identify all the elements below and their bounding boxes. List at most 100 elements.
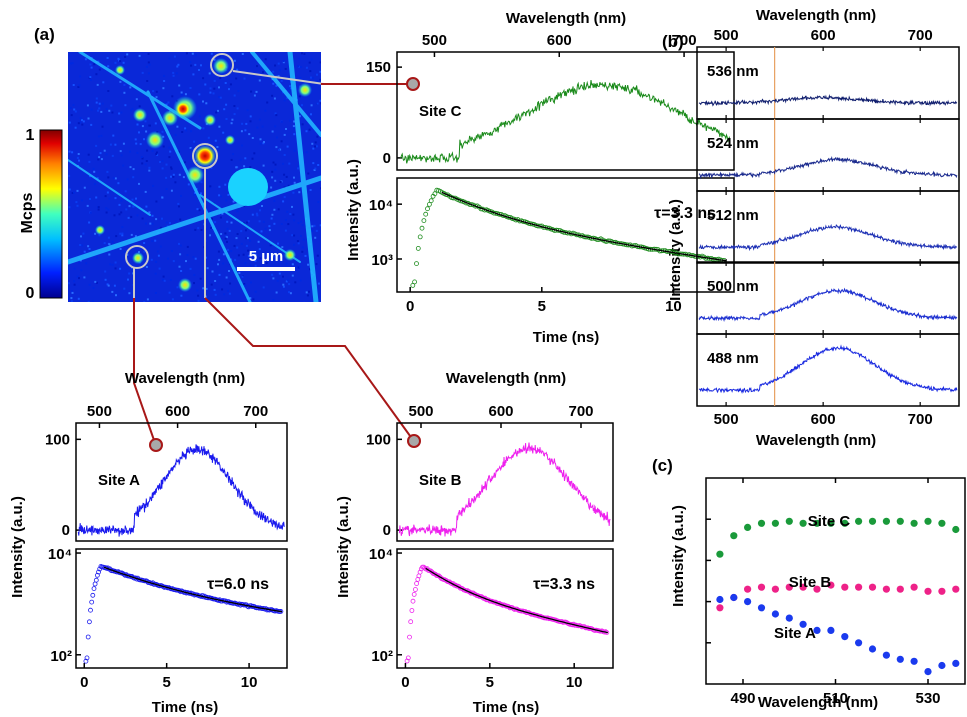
siteB-decay-ytick-label: 10² [371,648,393,665]
dependence-point [841,633,849,641]
dependence-point [855,517,863,525]
site-markers [125,53,325,298]
excitation-series-label: 500 nm [707,278,759,295]
siteB-spectrum-site-label: Site B [419,472,462,489]
panel-c-label: (c) [652,456,673,475]
dependence-point [952,585,960,593]
panel-b-label: (b) [662,32,684,51]
dependence-point [785,517,793,525]
dependence-point [924,587,932,595]
dependence-xtick-label: 490 [730,690,755,707]
dependence-point [938,519,946,527]
siteA-decay-data-point [89,599,95,605]
excitation-bottom-tick-label: 600 [811,411,836,428]
siteC-intensity-title: Intensity (a.u.) [345,159,362,261]
siteA-decay-data-point [92,581,98,587]
siteC-decay-data-point [423,211,429,217]
siteA-decay-data-point [93,577,99,583]
dependence-xtick-label: 530 [915,690,940,707]
dependence-point [716,550,724,558]
siteA-spectrum-site-label: Site A [98,472,140,489]
siteB-spectrum-ytick-label: 0 [383,522,391,539]
panel-a-label: (a) [34,25,55,44]
siteB-spectrum-xtick-label: 700 [568,403,593,420]
siteA-decay-frame [75,548,288,669]
siteB-decay-data-point [414,581,420,586]
dependence-point [757,604,766,612]
siteA-decay-xtick-label: 0 [80,674,88,691]
dependence-point [910,583,918,591]
colorbar-tick-top: 1 [26,127,35,144]
siteC-decay-data-point [417,234,423,240]
excitation-series-line [698,287,958,322]
dependence-point [813,585,821,593]
dependence-point [716,604,724,612]
siteC-decay-data-point [421,218,427,224]
dependence-point [924,517,932,525]
excitation-top-tick-label: 500 [714,27,739,44]
siteC-time-title: Time (ns) [533,329,599,346]
site-c-marker [210,53,234,77]
dependence-point [771,585,780,593]
siteB-decay-data-point [407,634,412,640]
excitation-spectra-chart: 536 nm 524 nm 512 nm 500 nm 488 nm 500 500 600 6… [696,27,960,428]
scale-bar-label: 5 µm [249,248,284,265]
siteB-decay-frame [396,548,614,669]
siteA-decay-xtick-label: 10 [241,674,258,691]
siteB-decay-fit-line [425,567,609,634]
dependence-point [952,525,960,534]
siteB-decay-data-point [409,608,415,613]
excitation-subplot-frame [696,333,960,407]
siteA-spectrum-chart: 500 600 700 100 0 Site A [45,403,285,539]
siteC-spectrum-chart: 500 600 700 150 0 Site C [366,32,730,167]
dependence-point [882,585,891,593]
siteB-decay-xtick-label: 0 [401,674,409,691]
siteC-decay-data-point [426,201,432,207]
siteA-spectrum-series-line [77,444,285,537]
excitation-series-label: 488 nm [707,350,759,367]
dependence-point [938,661,946,670]
excitation-subplot-frame [696,118,960,192]
siteC-decay-data-point [428,198,434,204]
dependence-series-label: Site A [774,625,816,642]
siteB-decay-ytick-label: 10⁴ [369,546,393,563]
excitation-series-label: 524 nm [707,135,759,152]
excitation-wavelength-bottom-title: Wavelength (nm) [756,432,876,449]
dependence-point [855,583,863,591]
dependence-point [785,583,793,591]
dependence-point [882,651,891,659]
dependence-point [882,517,891,525]
excitation-series-line [698,156,958,180]
dependence-point [744,523,752,532]
siteB-spectrum-ytick-label: 100 [366,431,391,448]
colorbar-tick-bottom: 0 [26,285,35,302]
siteC-decay-fit-line [441,191,727,262]
dependence-point [841,519,849,527]
siteB-intensity-title: Intensity (a.u.) [335,496,352,598]
siteC-decay-data-point [414,261,419,267]
siteA-spectrum-xtick-label: 500 [87,403,112,420]
siteA-decay-ytick-label: 10² [50,648,72,665]
site-a-marker [125,245,149,269]
siteB-decay-data-point [410,598,416,604]
dependence-point [896,585,904,593]
siteB-spectrum-xtick-label: 500 [408,403,433,420]
dependence-point [813,519,821,527]
siteA-time-title: Time (ns) [152,699,218,716]
siteA-decay-fit-line [103,566,283,613]
siteA-spectrum-xtick-label: 600 [165,403,190,420]
connector-dots [149,77,421,452]
dependence-series-label: Site B [789,574,832,591]
siteA-wavelength-title: Wavelength (nm) [125,370,245,387]
dependence-point [757,519,766,527]
siteB-decay-data-point [473,592,479,597]
excitation-dependence-chart: 490 510 530 Site C Site B Site A [705,477,966,707]
siteC-wavelength-title: Wavelength (nm) [506,10,626,27]
siteC-decay-data-point [425,206,430,212]
siteC-decay-xtick-label: 5 [538,298,546,315]
dependence-point [868,583,877,591]
siteA-decay-xtick-label: 5 [162,674,170,691]
siteA-spectrum-frame [75,422,288,542]
siteC-decay-chart: 0 5 10 10⁴ 10³ τ=3.3 ns [369,187,727,315]
